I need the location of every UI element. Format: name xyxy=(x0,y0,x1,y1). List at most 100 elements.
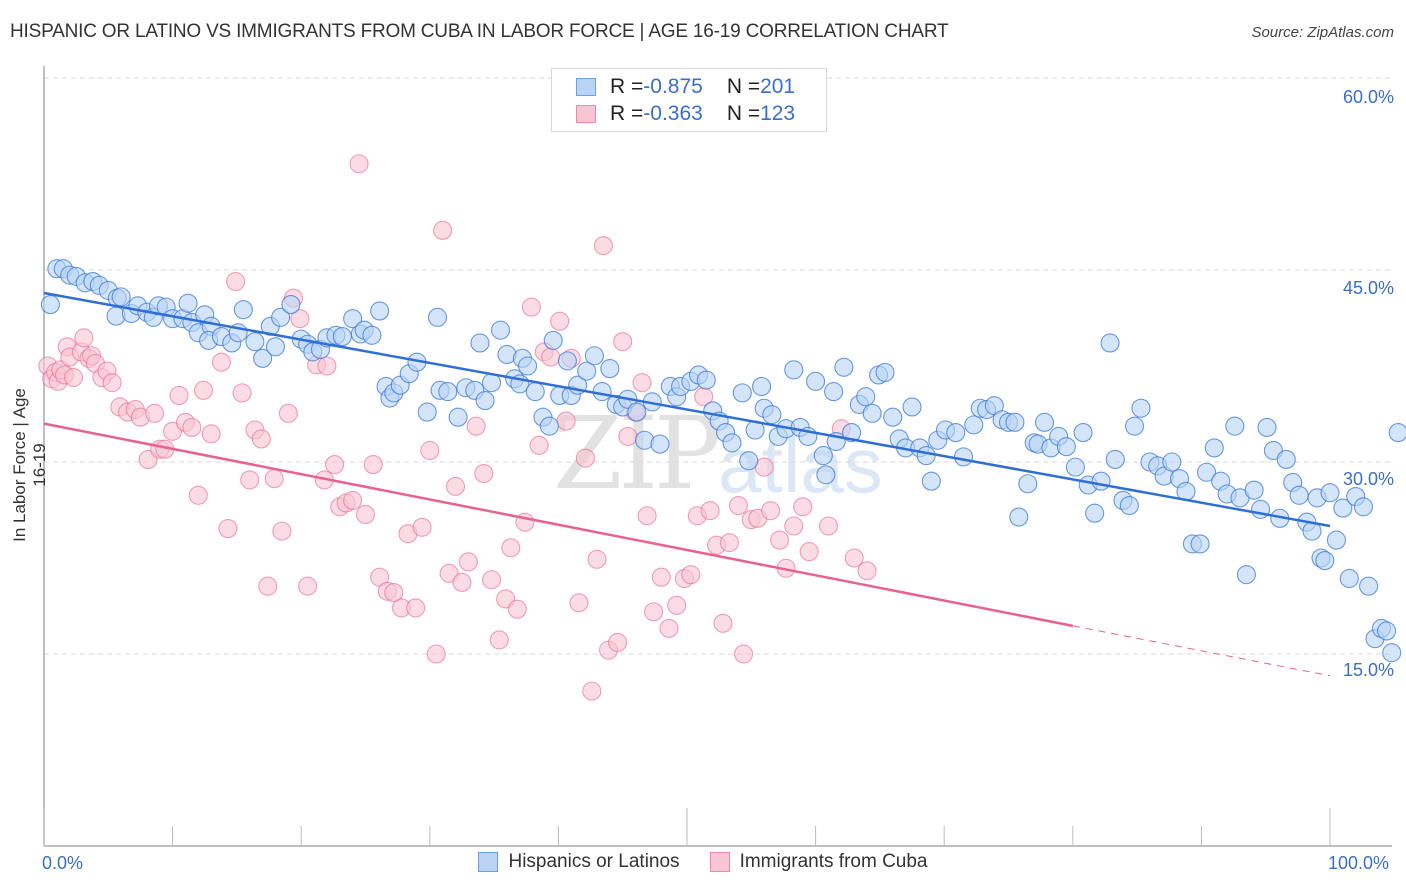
data-point xyxy=(355,504,376,525)
r-label: R = xyxy=(610,102,644,125)
data-point xyxy=(556,411,576,431)
data-point xyxy=(178,293,198,313)
data-point xyxy=(363,455,383,475)
data-point xyxy=(799,542,819,562)
data-point xyxy=(272,521,292,541)
data-point xyxy=(332,327,352,347)
y-tick-label-45: 45.0% xyxy=(1342,278,1394,298)
data-point xyxy=(761,501,781,521)
data-point xyxy=(501,538,521,558)
data-point xyxy=(448,407,468,427)
data-point xyxy=(613,332,633,352)
data-point xyxy=(1326,530,1346,550)
data-point xyxy=(182,417,202,437)
data-point xyxy=(818,516,839,536)
r-label: R = xyxy=(610,75,644,98)
data-point xyxy=(857,561,877,581)
data-point xyxy=(145,403,165,423)
data-point xyxy=(1131,398,1151,418)
data-point xyxy=(1124,416,1145,436)
data-point xyxy=(632,373,652,393)
data-point xyxy=(474,463,494,484)
data-point xyxy=(1105,449,1125,469)
x-tick-label-0: 0.0% xyxy=(42,853,84,873)
data-point xyxy=(452,572,472,592)
n-value: 201 xyxy=(760,75,796,98)
data-point xyxy=(577,361,597,381)
data-point xyxy=(543,330,563,350)
data-point xyxy=(525,382,545,402)
data-point xyxy=(713,613,733,633)
trend-line-cuba xyxy=(43,422,1074,628)
data-point xyxy=(412,517,432,537)
n-label: N = xyxy=(726,102,761,125)
data-point xyxy=(193,380,214,400)
data-point xyxy=(489,630,509,650)
data-point xyxy=(1339,568,1359,589)
data-point xyxy=(521,297,541,317)
data-point xyxy=(793,497,813,517)
data-point xyxy=(651,567,671,587)
data-point xyxy=(232,383,252,403)
series-legend: Hispanics or Latinos Immigrants from Cub… xyxy=(0,851,1406,873)
data-point xyxy=(1085,503,1105,523)
data-point xyxy=(916,446,936,466)
y-tick-label-60: 60.0% xyxy=(1342,87,1394,107)
data-point xyxy=(111,287,131,307)
data-point xyxy=(1320,483,1340,503)
data-point xyxy=(627,402,647,422)
data-point xyxy=(618,426,638,446)
data-point xyxy=(752,376,772,397)
data-point xyxy=(844,548,864,568)
data-point xyxy=(188,485,208,505)
y-tick-label-30: 30.0% xyxy=(1342,469,1394,489)
legend-swatch-pink-icon xyxy=(709,852,730,872)
data-point xyxy=(1377,621,1397,641)
data-point xyxy=(644,602,664,622)
data-point xyxy=(1315,551,1335,571)
data-point xyxy=(700,501,720,521)
data-point xyxy=(271,307,291,327)
data-point xyxy=(233,300,253,320)
series-immigrants-from-cuba xyxy=(38,154,877,701)
data-point xyxy=(290,309,310,329)
data-point xyxy=(1204,438,1224,458)
data-point xyxy=(343,309,363,329)
data-point xyxy=(550,311,570,331)
data-point xyxy=(1196,462,1217,482)
data-point xyxy=(281,295,301,315)
data-point xyxy=(964,415,984,435)
data-point xyxy=(541,347,561,367)
data-point xyxy=(317,356,337,376)
x-tick-label-100: 100.0% xyxy=(1328,853,1390,873)
legend-item-cuba[interactable]: Immigrants from Cuba xyxy=(709,851,928,873)
data-point xyxy=(842,423,862,443)
data-point xyxy=(1190,534,1210,554)
trend-line-hispanics xyxy=(43,291,1331,528)
chart-title: HISPANIC OR LATINO VS IMMIGRANTS FROM CU… xyxy=(10,21,949,42)
data-point xyxy=(813,446,833,466)
data-point xyxy=(265,337,286,357)
data-point xyxy=(1257,417,1277,437)
stats-row-hispanics: R = -0.875 N = 201 xyxy=(576,74,795,100)
data-point xyxy=(481,570,502,590)
data-point xyxy=(1388,423,1406,443)
data-point xyxy=(834,357,854,377)
data-point xyxy=(475,391,495,411)
data-point xyxy=(557,351,577,371)
legend-item-hispanics[interactable]: Hispanics or Latinos xyxy=(478,851,680,873)
trend-line-cuba-extrapolated xyxy=(1072,625,1331,677)
data-point xyxy=(226,271,246,292)
data-point xyxy=(362,325,382,345)
data-point xyxy=(584,346,604,366)
data-point xyxy=(427,307,448,327)
data-point xyxy=(343,490,363,510)
data-point xyxy=(539,416,559,436)
legend-label: Immigrants from Cuba xyxy=(739,851,928,872)
data-point xyxy=(298,576,318,596)
data-point xyxy=(1073,423,1093,443)
data-point xyxy=(420,440,440,461)
data-point xyxy=(218,519,238,539)
stats-legend: R = -0.875 N = 201 R = -0.363 N = 123 xyxy=(551,68,827,132)
data-point xyxy=(770,530,790,550)
